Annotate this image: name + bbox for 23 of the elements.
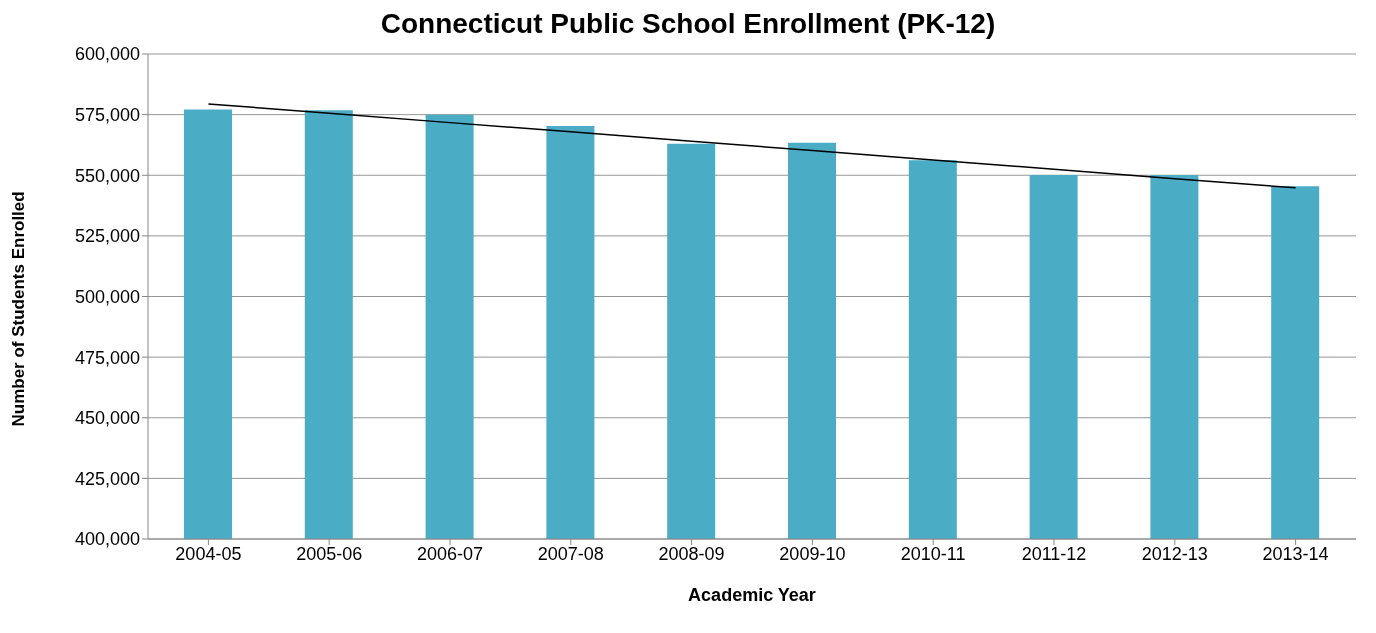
y-tick-label: 450,000 <box>74 408 140 429</box>
x-tick-label: 2008-09 <box>658 543 725 564</box>
x-tick-label: 2007-08 <box>537 543 604 564</box>
y-tick-label: 600,000 <box>74 44 140 65</box>
y-tick-label: 550,000 <box>74 165 140 186</box>
x-tick-label: 2013-14 <box>1262 543 1329 564</box>
x-tick-label: 2004-05 <box>175 543 242 564</box>
x-tick-label: 2009-10 <box>779 543 846 564</box>
y-tick-label: 425,000 <box>74 468 140 489</box>
y-axis-title: Number of Students Enrolled <box>9 191 29 427</box>
y-tick-label: 500,000 <box>74 286 140 307</box>
line-series <box>207 103 1297 189</box>
x-tick-label: 2006-07 <box>416 543 484 564</box>
y-tick-label: 575,000 <box>74 105 140 126</box>
y-tick-label: 475,000 <box>74 347 140 368</box>
y-tick-label: 525,000 <box>74 226 140 247</box>
y-tick-label: 400,000 <box>74 529 140 550</box>
x-tick-label: 2010-11 <box>900 543 966 564</box>
x-axis-title: Academic Year <box>688 585 816 605</box>
chart-title: Connecticut Public School Enrollment (PK-12) <box>379 8 997 41</box>
x-tick-label: 2012-13 <box>1141 543 1208 564</box>
x-tick-label: 2005-06 <box>296 543 363 564</box>
x-tick-label: 2011-12 <box>1021 543 1087 564</box>
